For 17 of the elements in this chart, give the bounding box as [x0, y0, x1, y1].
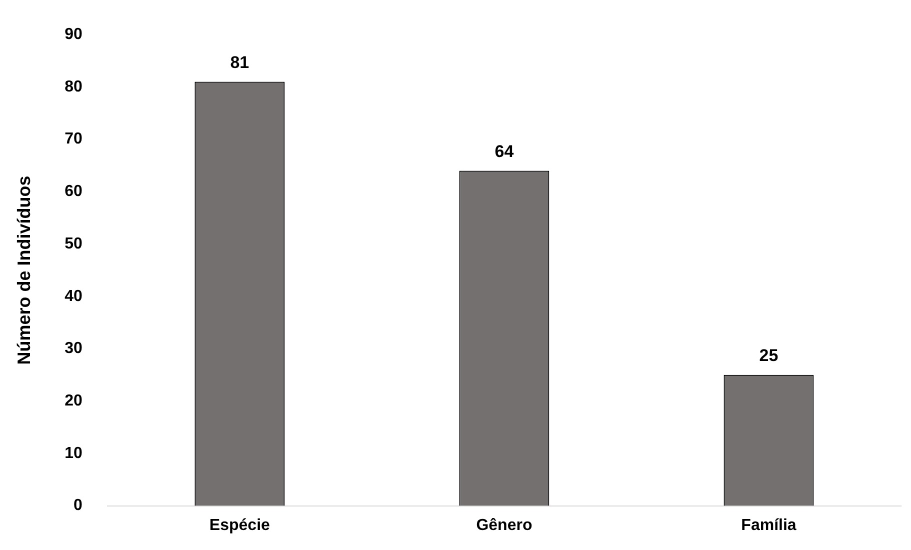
x-tick-label: Gênero [476, 516, 532, 534]
y-tick-label: 0 [73, 497, 82, 514]
y-tick-label: 40 [64, 288, 82, 305]
data-label: 81 [230, 52, 250, 72]
y-tick-label: 10 [64, 444, 82, 462]
y-tick-label: 50 [64, 235, 82, 252]
y-axis-title: Número de Indivíduos [14, 176, 34, 365]
y-tick-label: 70 [64, 130, 82, 148]
y-tick-label: 80 [64, 78, 82, 96]
x-tick-label: Família [741, 516, 796, 534]
data-label: 64 [494, 142, 514, 161]
y-tick-label: 30 [64, 340, 82, 358]
x-tick-label: Espécie [209, 516, 270, 534]
data-label: 25 [759, 346, 778, 366]
y-tick-label: 90 [64, 26, 82, 44]
y-tick-label: 20 [64, 392, 82, 410]
y-tick-label: 60 [64, 183, 82, 200]
